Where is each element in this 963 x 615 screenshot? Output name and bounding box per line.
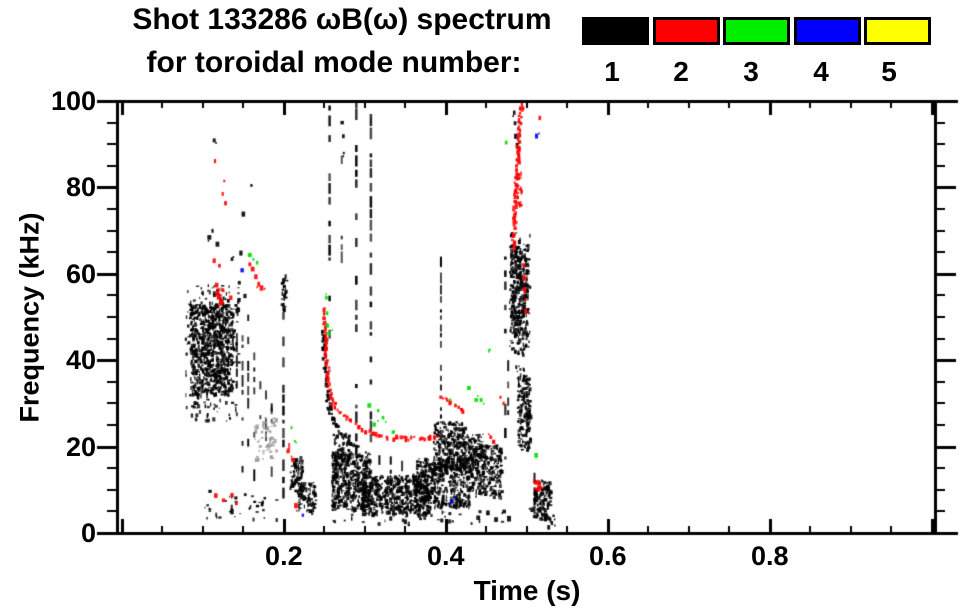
x-axis-title: Time (s) bbox=[473, 575, 581, 606]
x-tick-label-0.2: 0.2 bbox=[265, 541, 303, 571]
y-tick-label-100: 100 bbox=[50, 86, 96, 116]
y-tick-label-80: 80 bbox=[65, 172, 96, 203]
y-axis-title: Frequency (kHz) bbox=[14, 212, 45, 423]
x-tick-label-0.4: 0.4 bbox=[427, 541, 465, 571]
x-tick-label-0.8: 0.8 bbox=[750, 541, 789, 571]
y-tick-label-60: 60 bbox=[65, 258, 96, 289]
y-tick-label-40: 40 bbox=[65, 345, 96, 376]
x-tick-label-0.6: 0.6 bbox=[589, 541, 627, 571]
y-tick-label-0: 0 bbox=[80, 518, 96, 548]
y-tick-label-20: 20 bbox=[65, 431, 96, 462]
